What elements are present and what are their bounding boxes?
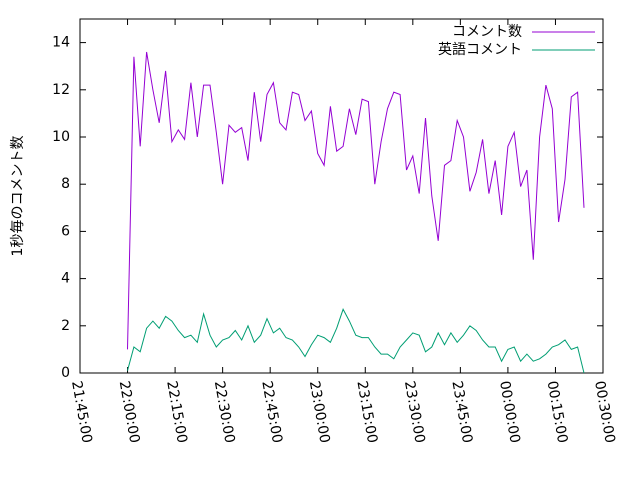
- y-tick-label: 10: [52, 129, 70, 145]
- y-tick-label: 12: [52, 82, 70, 98]
- series-line: [127, 308, 585, 374]
- y-tick-label: 2: [61, 318, 70, 334]
- series-line: [127, 51, 585, 350]
- y-tick-label: 8: [61, 176, 70, 192]
- x-tick-label: 00:15:00: [544, 380, 571, 445]
- x-tick-label: 22:00:00: [116, 380, 143, 445]
- y-tick-label: 0: [61, 365, 70, 381]
- y-tick-label: 6: [61, 223, 70, 239]
- x-tick-label: 00:00:00: [496, 380, 523, 445]
- x-tick-label: 22:30:00: [211, 380, 238, 445]
- x-tick-label: 00:30:00: [591, 380, 618, 445]
- x-tick-label: 22:45:00: [258, 380, 285, 445]
- x-tick-label: 23:30:00: [401, 380, 428, 445]
- x-tick-label: 22:15:00: [163, 380, 190, 445]
- y-tick-label: 4: [61, 271, 70, 287]
- x-tick-label: 21:45:00: [68, 380, 95, 445]
- x-tick-label: 23:00:00: [306, 380, 333, 445]
- y-axis-label: 1秒毎のコメント数: [10, 136, 26, 257]
- y-tick-label: 14: [52, 35, 70, 51]
- legend-label: 英語コメント: [438, 41, 522, 58]
- plot-frame: [79, 18, 604, 374]
- legend-label: コメント数: [452, 24, 522, 40]
- x-tick-label: 23:45:00: [448, 380, 475, 445]
- x-tick-label: 23:15:00: [353, 380, 380, 445]
